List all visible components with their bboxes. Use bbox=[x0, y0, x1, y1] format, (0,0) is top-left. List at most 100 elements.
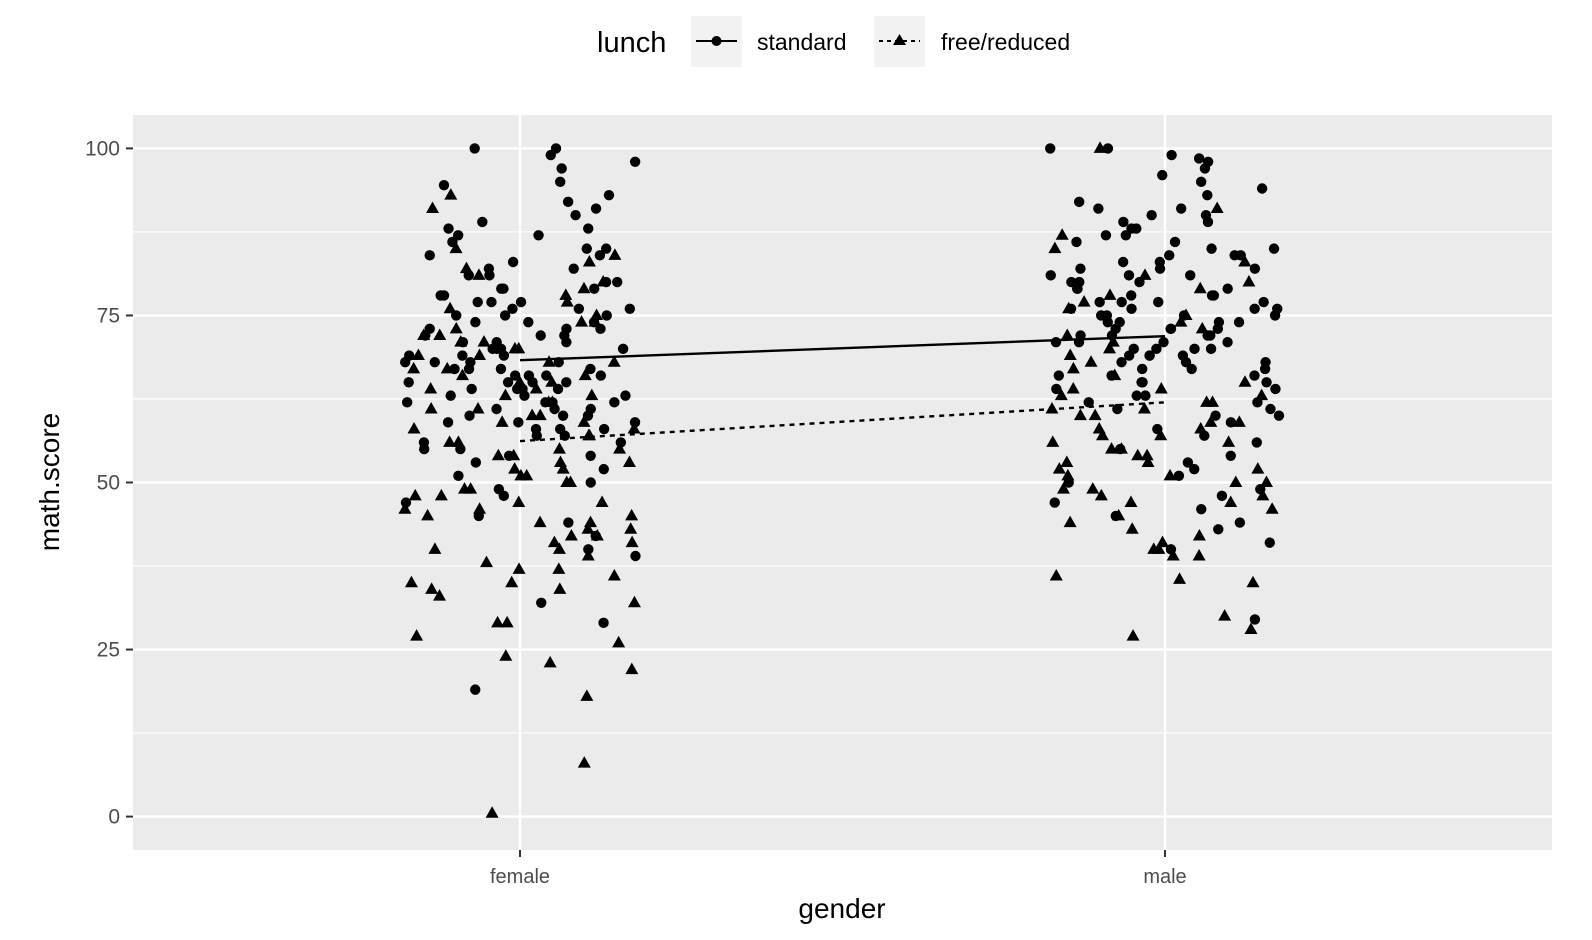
point-free-reduced bbox=[1246, 575, 1260, 588]
y-tick-label: 0 bbox=[108, 806, 120, 829]
point-free-reduced bbox=[1242, 275, 1256, 287]
point-standard bbox=[1216, 490, 1228, 502]
point-standard bbox=[486, 296, 497, 308]
point-standard bbox=[1212, 323, 1224, 335]
point-free-reduced bbox=[508, 462, 522, 474]
point-free-reduced bbox=[1265, 502, 1279, 514]
point-standard bbox=[594, 250, 606, 261]
point-standard bbox=[1123, 270, 1135, 281]
point-standard bbox=[499, 310, 511, 321]
point-free-reduced bbox=[1126, 629, 1140, 641]
point-standard bbox=[457, 350, 468, 361]
point-free-reduced bbox=[1088, 408, 1102, 421]
point-standard bbox=[583, 223, 594, 234]
point-standard bbox=[531, 430, 542, 441]
point-free-reduced bbox=[1112, 508, 1126, 521]
point-free-reduced bbox=[410, 629, 424, 641]
point-free-reduced bbox=[408, 488, 422, 501]
point-free-reduced bbox=[426, 201, 440, 214]
legend-label-standard: standard bbox=[757, 29, 847, 55]
point-free-reduced bbox=[1152, 542, 1166, 554]
point-free-reduced bbox=[477, 335, 491, 347]
point-standard bbox=[1202, 216, 1214, 228]
point-standard bbox=[1261, 377, 1272, 388]
point-standard bbox=[513, 417, 524, 428]
point-standard bbox=[1136, 363, 1148, 375]
point-free-reduced bbox=[1077, 295, 1091, 307]
point-free-reduced bbox=[407, 361, 421, 374]
point-free-reduced bbox=[1066, 361, 1080, 374]
point-standard bbox=[1093, 203, 1104, 214]
point-free-reduced bbox=[513, 375, 527, 387]
point-standard bbox=[1185, 270, 1196, 281]
point-standard bbox=[484, 270, 495, 281]
point-free-reduced bbox=[1218, 609, 1232, 621]
point-free-reduced bbox=[507, 448, 521, 461]
point-free-reduced bbox=[625, 535, 639, 548]
point-free-reduced bbox=[500, 615, 514, 628]
point-standard bbox=[1151, 343, 1162, 355]
point-free-reduced bbox=[578, 368, 592, 381]
point-standard bbox=[1116, 357, 1127, 368]
point-standard bbox=[438, 179, 450, 191]
point-free-reduced bbox=[525, 408, 539, 421]
point-standard bbox=[1251, 437, 1262, 448]
point-standard bbox=[1225, 417, 1237, 428]
point-free-reduced bbox=[1124, 495, 1138, 508]
point-free-reduced bbox=[1138, 268, 1152, 280]
point-free-reduced bbox=[1095, 428, 1109, 441]
point-standard bbox=[1256, 183, 1268, 194]
point-standard bbox=[595, 370, 607, 381]
point-free-reduced bbox=[552, 542, 566, 554]
point-standard bbox=[556, 163, 567, 174]
point-free-reduced bbox=[1086, 482, 1100, 494]
point-standard bbox=[515, 296, 527, 308]
point-standard bbox=[1199, 163, 1211, 174]
point-standard bbox=[1233, 316, 1245, 328]
point-standard bbox=[1158, 336, 1169, 348]
point-free-reduced bbox=[1055, 228, 1069, 240]
point-standard bbox=[545, 149, 556, 161]
point-standard bbox=[612, 276, 623, 288]
point-free-reduced bbox=[545, 375, 559, 387]
point-free-reduced bbox=[1062, 301, 1076, 314]
point-free-reduced bbox=[582, 255, 596, 267]
point-free-reduced bbox=[1259, 475, 1273, 487]
point-standard bbox=[1269, 310, 1281, 321]
point-free-reduced bbox=[425, 582, 439, 594]
point-free-reduced bbox=[1255, 388, 1269, 401]
point-standard bbox=[1196, 504, 1207, 515]
legend-marker-standard bbox=[711, 36, 722, 46]
point-standard bbox=[453, 470, 464, 482]
point-free-reduced bbox=[440, 361, 454, 374]
point-free-reduced bbox=[455, 368, 469, 381]
point-standard bbox=[1205, 343, 1217, 355]
point-standard bbox=[429, 357, 440, 368]
x-axis-title: gender bbox=[798, 893, 885, 924]
point-standard bbox=[470, 316, 481, 328]
point-free-reduced bbox=[512, 495, 526, 508]
point-standard bbox=[1234, 517, 1246, 528]
point-standard bbox=[502, 377, 514, 388]
point-standard bbox=[491, 403, 502, 415]
point-standard bbox=[1206, 290, 1218, 301]
point-free-reduced bbox=[595, 495, 609, 508]
point-standard bbox=[554, 176, 566, 188]
point-standard bbox=[1210, 410, 1221, 421]
point-free-reduced bbox=[1179, 308, 1193, 320]
point-free-reduced bbox=[499, 649, 513, 661]
point-free-reduced bbox=[556, 462, 570, 474]
point-standard bbox=[598, 617, 609, 629]
point-free-reduced bbox=[1154, 381, 1168, 394]
point-standard bbox=[601, 310, 612, 321]
point-free-reduced bbox=[1066, 381, 1080, 394]
point-free-reduced bbox=[1073, 408, 1087, 421]
point-standard bbox=[1222, 336, 1233, 348]
point-free-reduced bbox=[417, 328, 431, 340]
point-standard bbox=[1259, 363, 1271, 375]
point-free-reduced bbox=[627, 422, 641, 434]
point-free-reduced bbox=[449, 321, 463, 334]
legend-title: lunch bbox=[597, 27, 666, 59]
point-standard bbox=[1164, 250, 1175, 261]
point-free-reduced bbox=[1244, 622, 1258, 634]
